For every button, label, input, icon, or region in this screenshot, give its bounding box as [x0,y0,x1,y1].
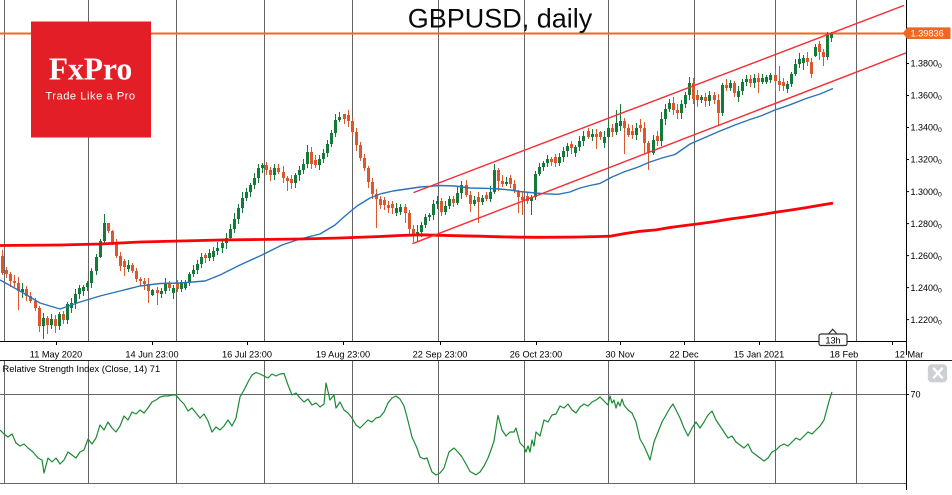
svg-text:14 Jun 23:00: 14 Jun 23:00 [125,350,178,360]
svg-text:1.24000: 1.24000 [911,283,943,295]
svg-text:16 Jul 23:00: 16 Jul 23:00 [222,350,272,360]
svg-text:1.26000: 1.26000 [911,251,943,263]
svg-text:22 Sep 23:00: 22 Sep 23:00 [413,350,468,360]
svg-text:1.38000: 1.38000 [911,59,943,71]
svg-text:1.30000: 1.30000 [911,187,943,199]
svg-text:13h: 13h [825,335,840,345]
svg-text:22 Dec: 22 Dec [669,350,699,360]
svg-text:GBPUSD, daily: GBPUSD, daily [408,4,593,34]
svg-text:1.32000: 1.32000 [911,155,943,167]
svg-text:Relative Strength Index (Close: Relative Strength Index (Close, 14) 71 [3,364,161,374]
svg-text:19 Aug 23:00: 19 Aug 23:00 [316,350,370,360]
svg-text:12 Mar: 12 Mar [895,350,924,360]
svg-text:26 Oct 23:00: 26 Oct 23:00 [510,350,563,360]
svg-text:FxPro: FxPro [49,52,132,87]
svg-text:18 Feb: 18 Feb [830,350,859,360]
svg-text:1.22000: 1.22000 [911,315,943,327]
svg-text:1.39836: 1.39836 [911,29,944,39]
svg-text:15 Jan 2021: 15 Jan 2021 [734,350,785,360]
svg-text:1.36000: 1.36000 [911,91,943,103]
svg-text:1.28000: 1.28000 [911,219,943,231]
svg-text:30 Nov: 30 Nov [605,350,635,360]
svg-text:11 May 2020: 11 May 2020 [30,350,82,360]
svg-text:1.34000: 1.34000 [911,123,943,135]
svg-text:70: 70 [911,390,921,400]
svg-text:Trade Like a Pro: Trade Like a Pro [45,91,135,103]
